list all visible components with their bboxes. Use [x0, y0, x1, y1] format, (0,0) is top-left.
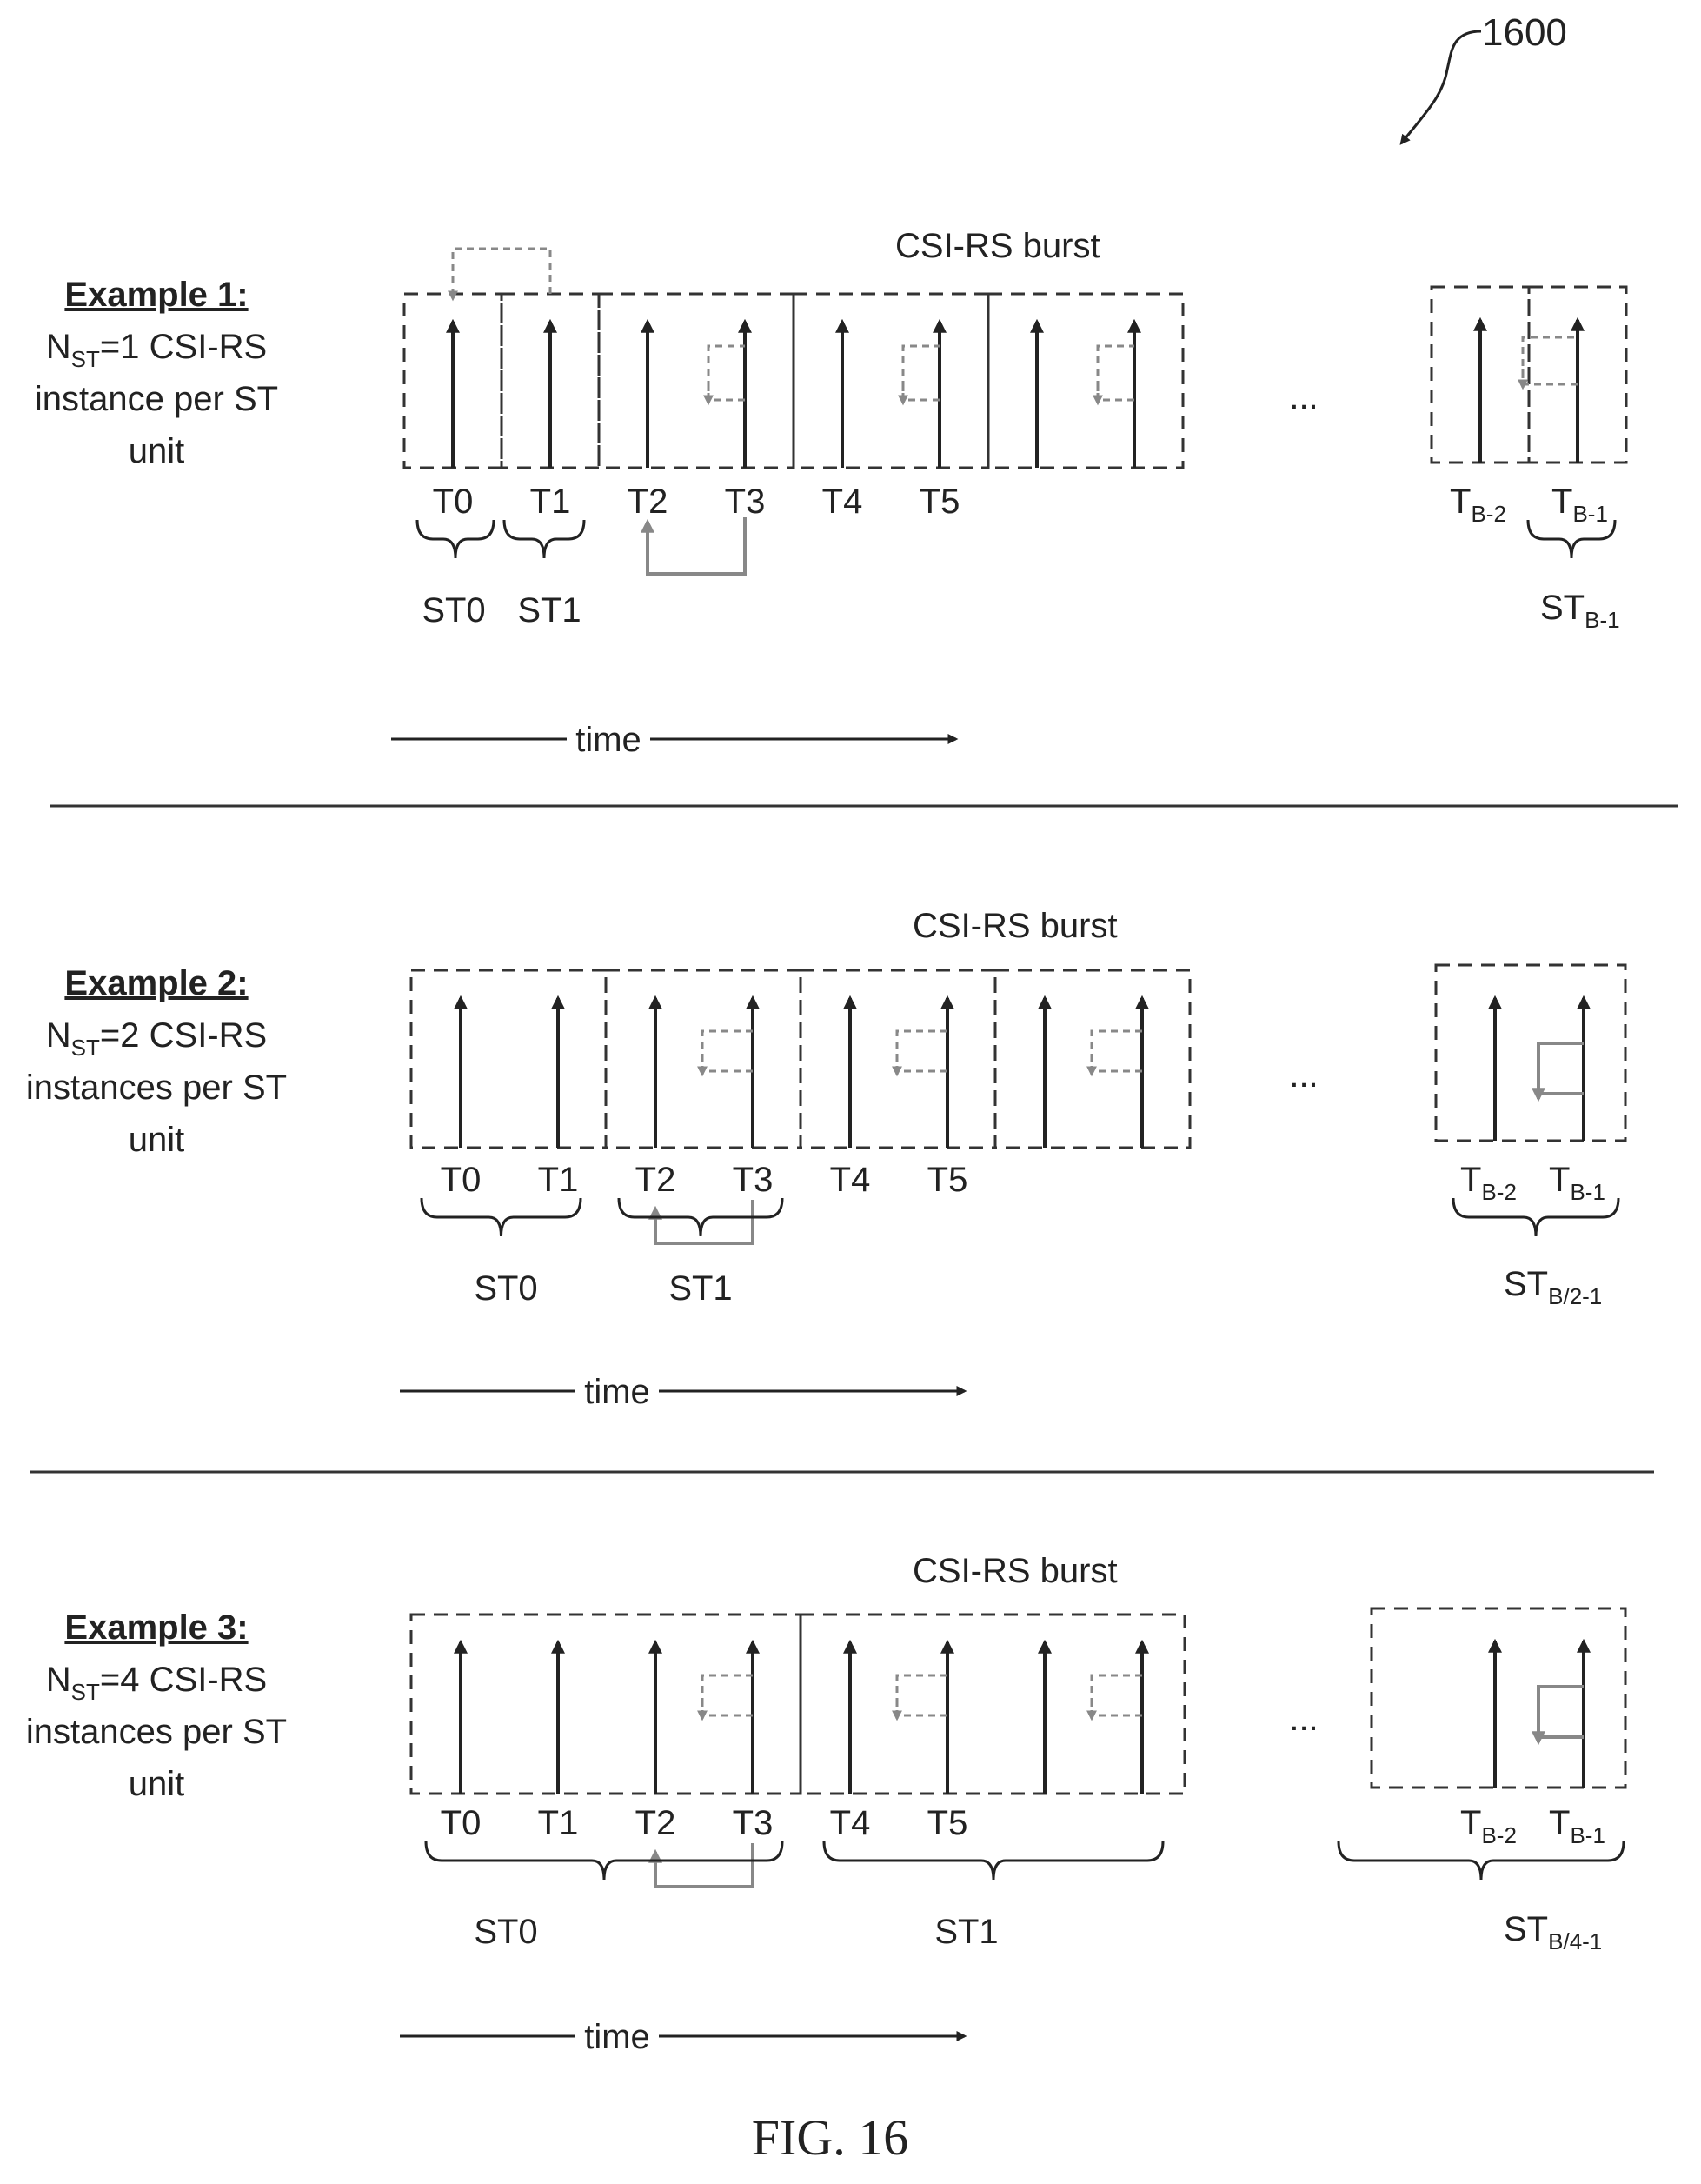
csi-rs-instance-label: T2	[635, 1161, 676, 1199]
csi-rs-instance-label: T5	[927, 1161, 968, 1199]
st-unit-brace	[1337, 1841, 1625, 1881]
csi-rs-instance-label-last: TB-2	[1460, 1804, 1517, 1848]
csi-rs-instance-label: T4	[830, 1804, 871, 1842]
example-nst-line: NST=1 CSI-RS	[46, 328, 267, 372]
time-axis-label: time	[575, 721, 641, 759]
beam-feedback-dashed	[448, 247, 552, 302]
beam-feedback-dashed	[901, 344, 940, 402]
csi-rs-instance-label: T0	[433, 483, 474, 521]
beam-feedback-dashed	[1521, 336, 1578, 386]
beam-feedback-dashed	[707, 344, 745, 402]
time-label-background	[575, 2017, 659, 2052]
st-unit-label-last: STB-1	[1540, 589, 1620, 633]
csi-rs-burst-label: CSI-RS burst	[913, 907, 1118, 945]
st-unit-label-last: STB/2-1	[1504, 1265, 1602, 1309]
st-unit-brace	[502, 519, 586, 559]
st-unit-brace	[1526, 519, 1617, 559]
example-2-panel: Example 2: NST=2 CSI-RS instances per ST un…	[26, 907, 1627, 1411]
beam-feedback-solid	[1537, 1685, 1584, 1739]
time-axis-label: time	[584, 1373, 650, 1411]
example-3-panel: Example 3: NST=4 CSI-RS instances per ST un…	[26, 1552, 1627, 2056]
st-unit-label: ST0	[474, 1913, 537, 1951]
csi-rs-instance-label-last: TB-1	[1551, 483, 1608, 527]
csi-rs-instance-label: T0	[441, 1161, 482, 1199]
csi-rs-instance-label: T5	[920, 483, 960, 521]
csi-rs-instance-label: T2	[628, 483, 668, 521]
beam-feedback-dashed	[701, 1029, 753, 1073]
csi-rs-instance-label: T1	[530, 483, 571, 521]
st-unit-brace	[822, 1841, 1165, 1881]
st-unit-box	[799, 1613, 1186, 1795]
reference-leader-arrow	[1399, 30, 1482, 145]
example-description-line: instances per ST	[26, 1713, 287, 1751]
beam-feedback-solid	[1537, 1042, 1584, 1095]
example-title: Example 2:	[64, 964, 248, 1002]
beam-feedback-dashed	[1096, 344, 1134, 402]
beam-feedback-dashed	[701, 1674, 753, 1717]
beam-feedback-solid	[641, 517, 747, 576]
st-unit-brace	[420, 1197, 582, 1237]
st-unit-box	[993, 969, 1192, 1149]
example-description-line: unit	[129, 1765, 185, 1803]
continuation-ellipsis: ...	[1289, 1056, 1318, 1095]
example-1-panel: Example 1: NST=1 CSI-RS instance per ST uni…	[35, 227, 1628, 759]
csi-rs-instance-label: T1	[538, 1161, 579, 1199]
st-unit-brace	[1452, 1197, 1620, 1237]
example-description-line: unit	[129, 432, 185, 470]
csi-rs-instance-label: T4	[822, 483, 863, 521]
csi-rs-instance-label: T4	[830, 1161, 871, 1199]
csi-rs-instance-label-last: TB-2	[1460, 1161, 1517, 1205]
st-unit-box-last	[1434, 963, 1627, 1142]
example-description-line: instance per ST	[35, 380, 278, 418]
st-unit-box	[409, 969, 608, 1149]
example-nst-line: NST=2 CSI-RS	[46, 1016, 267, 1061]
csi-rs-burst-label: CSI-RS burst	[895, 227, 1100, 265]
csi-rs-instance-label: T3	[733, 1804, 774, 1842]
csi-rs-instance-label: T3	[725, 483, 766, 521]
figure-caption: FIG. 16	[752, 2109, 908, 2166]
example-description-line: instances per ST	[26, 1069, 287, 1107]
time-axis-label: time	[584, 2018, 650, 2056]
st-unit-box-last	[1370, 1607, 1627, 1789]
st-unit-label: ST0	[422, 591, 485, 629]
beam-feedback-dashed	[1090, 1674, 1142, 1717]
beam-feedback-dashed	[1090, 1029, 1142, 1073]
beam-feedback-solid	[648, 1200, 754, 1245]
st-unit-brace	[415, 519, 495, 559]
beam-feedback-dashed	[895, 1029, 947, 1073]
st-unit-label: ST1	[517, 591, 581, 629]
csi-rs-instance-label-last: TB-1	[1549, 1161, 1605, 1205]
st-unit-brace	[424, 1841, 784, 1881]
beam-feedback-dashed	[895, 1674, 947, 1717]
example-description-line: unit	[129, 1121, 185, 1159]
csi-rs-instance-label: T0	[441, 1804, 482, 1842]
st-unit-label: ST0	[474, 1269, 537, 1308]
time-label-background	[575, 1372, 659, 1407]
time-label-background	[567, 720, 650, 755]
example-nst-line: NST=4 CSI-RS	[46, 1661, 267, 1705]
example-title: Example 3:	[64, 1608, 248, 1647]
st-unit-label: ST1	[668, 1269, 732, 1308]
st-unit-box	[987, 292, 1185, 469]
csi-rs-burst-label: CSI-RS burst	[913, 1552, 1118, 1590]
st-unit-brace	[617, 1197, 784, 1237]
continuation-ellipsis: ...	[1289, 1700, 1318, 1738]
example-title: Example 1:	[64, 276, 248, 314]
st-unit-box	[792, 292, 990, 469]
csi-rs-instance-label: T2	[635, 1804, 676, 1842]
st-unit-box	[409, 1613, 802, 1795]
csi-rs-instance-label: T5	[927, 1804, 968, 1842]
figure-reference-number: 1600	[1482, 11, 1567, 54]
csi-rs-instance-label: T3	[733, 1161, 774, 1199]
csi-rs-instance-label-last: TB-1	[1549, 1804, 1605, 1848]
continuation-ellipsis: ...	[1289, 378, 1318, 416]
csi-rs-instance-label: T1	[538, 1804, 579, 1842]
csi-rs-instance-label-last: TB-2	[1450, 483, 1506, 527]
st-unit-label: ST1	[934, 1913, 998, 1951]
st-unit-label-last: STB/4-1	[1504, 1910, 1602, 1954]
beam-feedback-solid	[648, 1843, 754, 1888]
st-unit-box	[597, 292, 795, 469]
